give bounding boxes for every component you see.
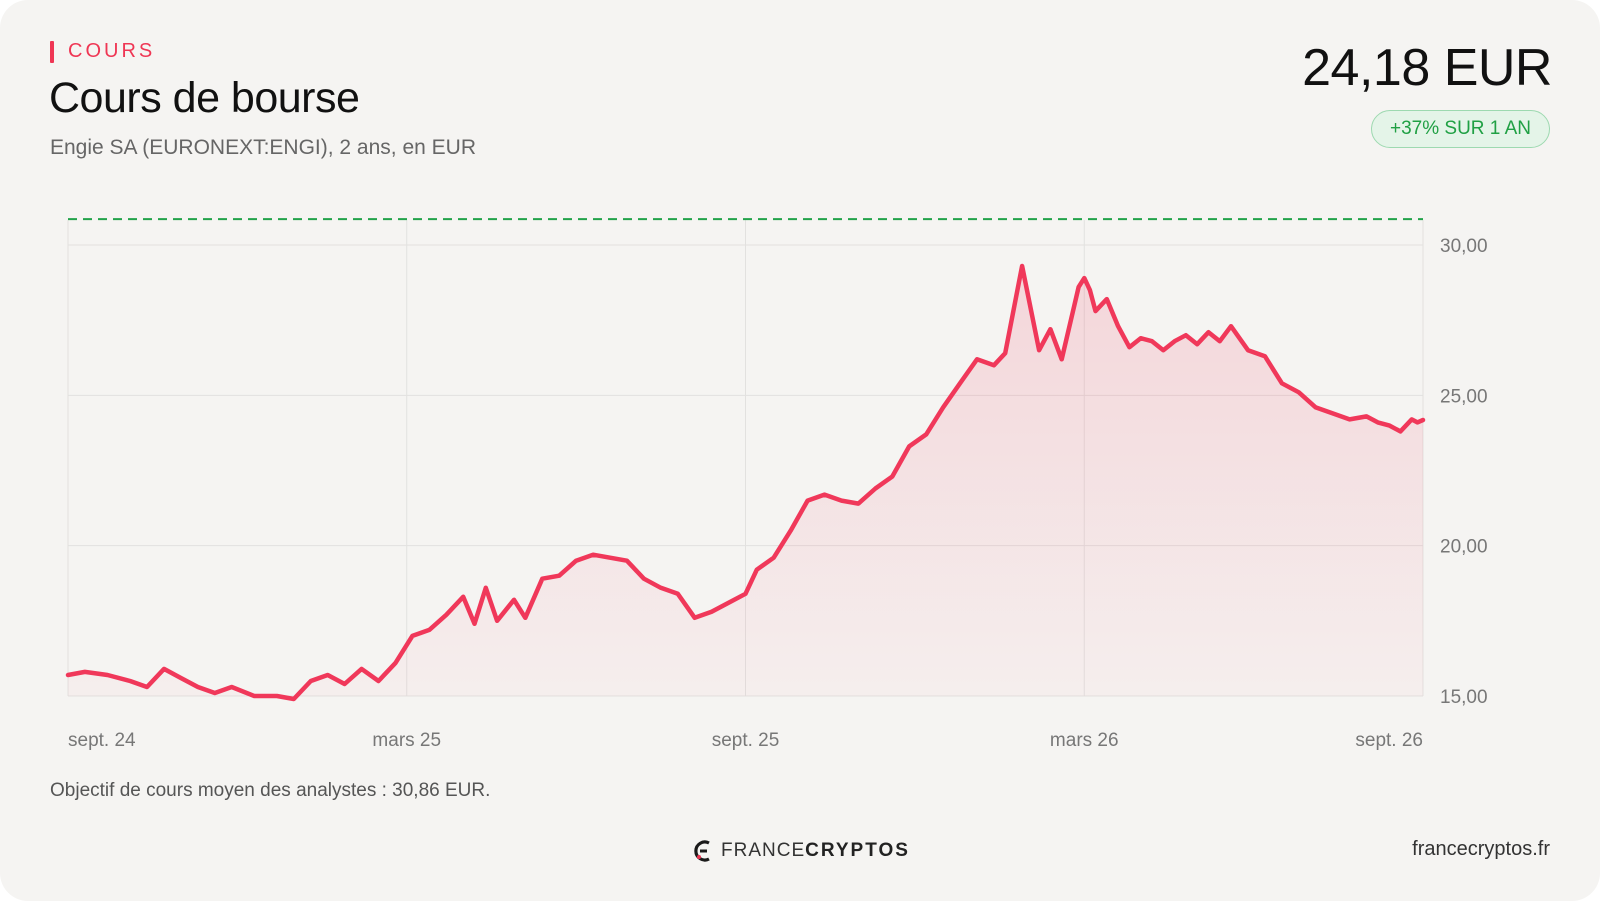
- y-tick-label: 25,00: [1440, 386, 1488, 407]
- price-line: [65, 263, 1426, 702]
- x-tick-label: sept. 26: [1355, 730, 1423, 751]
- change-badge: +37% SUR 1 AN: [1371, 110, 1550, 148]
- page-title: Cours de bourse: [49, 74, 360, 122]
- price-area: [68, 266, 1423, 699]
- brand-logo: FRANCECRYPTOS: [693, 840, 910, 862]
- brand-wordmark: FRANCECRYPTOS: [721, 840, 910, 862]
- y-tick-label: 20,00: [1440, 537, 1488, 558]
- x-tick-label: mars 25: [372, 730, 441, 751]
- y-tick-label: 15,00: [1440, 687, 1488, 708]
- brand-mark-icon: [694, 840, 710, 862]
- x-tick-label: sept. 25: [712, 730, 780, 751]
- site-url[interactable]: francecryptos.fr: [1412, 838, 1550, 860]
- brand-wordmark-part2: CRYPTOS: [805, 840, 910, 861]
- x-tick-label: sept. 24: [68, 730, 136, 751]
- kicker-bar: [50, 40, 54, 63]
- brand-wordmark-part1: FRANCE: [721, 840, 806, 861]
- section-kicker: COURS: [50, 40, 155, 63]
- current-price: 24,18 EUR: [1302, 39, 1552, 97]
- analyst-target-note: Objectif de cours moyen des analystes : …: [50, 780, 491, 801]
- kicker-label: COURS: [68, 40, 156, 62]
- x-tick-label: mars 26: [1050, 730, 1119, 751]
- change-badge-label: +37% SUR 1 AN: [1390, 118, 1531, 139]
- y-tick-label: 30,00: [1440, 236, 1488, 257]
- chart-subtitle: Engie SA (EURONEXT:ENGI), 2 ans, en EUR: [50, 136, 476, 159]
